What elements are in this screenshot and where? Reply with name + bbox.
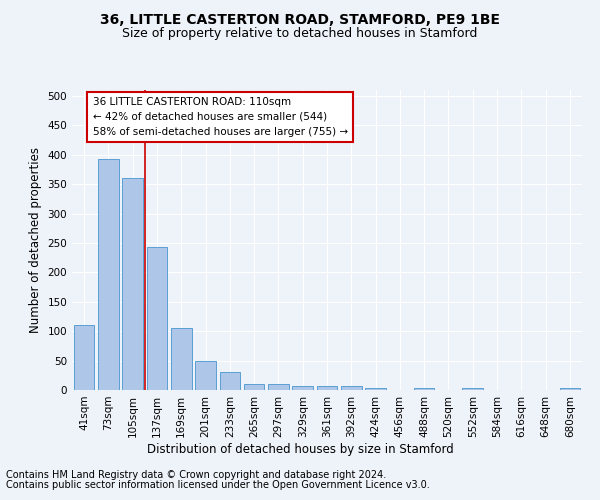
Text: Distribution of detached houses by size in Stamford: Distribution of detached houses by size …: [146, 442, 454, 456]
Y-axis label: Number of detached properties: Number of detached properties: [29, 147, 42, 333]
Bar: [122, 178, 143, 390]
Bar: [268, 384, 289, 390]
Bar: [146, 247, 167, 390]
Bar: [341, 386, 362, 390]
Bar: [195, 360, 216, 390]
Bar: [171, 328, 191, 390]
Bar: [244, 384, 265, 390]
Text: Contains HM Land Registry data © Crown copyright and database right 2024.: Contains HM Land Registry data © Crown c…: [6, 470, 386, 480]
Bar: [414, 388, 434, 390]
Text: 36, LITTLE CASTERTON ROAD, STAMFORD, PE9 1BE: 36, LITTLE CASTERTON ROAD, STAMFORD, PE9…: [100, 12, 500, 26]
Bar: [463, 388, 483, 390]
Text: Contains public sector information licensed under the Open Government Licence v3: Contains public sector information licen…: [6, 480, 430, 490]
Bar: [365, 388, 386, 390]
Text: Size of property relative to detached houses in Stamford: Size of property relative to detached ho…: [122, 28, 478, 40]
Bar: [98, 159, 119, 390]
Bar: [74, 326, 94, 390]
Bar: [220, 372, 240, 390]
Bar: [292, 386, 313, 390]
Text: 36 LITTLE CASTERTON ROAD: 110sqm
← 42% of detached houses are smaller (544)
58% : 36 LITTLE CASTERTON ROAD: 110sqm ← 42% o…: [92, 97, 348, 136]
Bar: [560, 388, 580, 390]
Bar: [317, 386, 337, 390]
